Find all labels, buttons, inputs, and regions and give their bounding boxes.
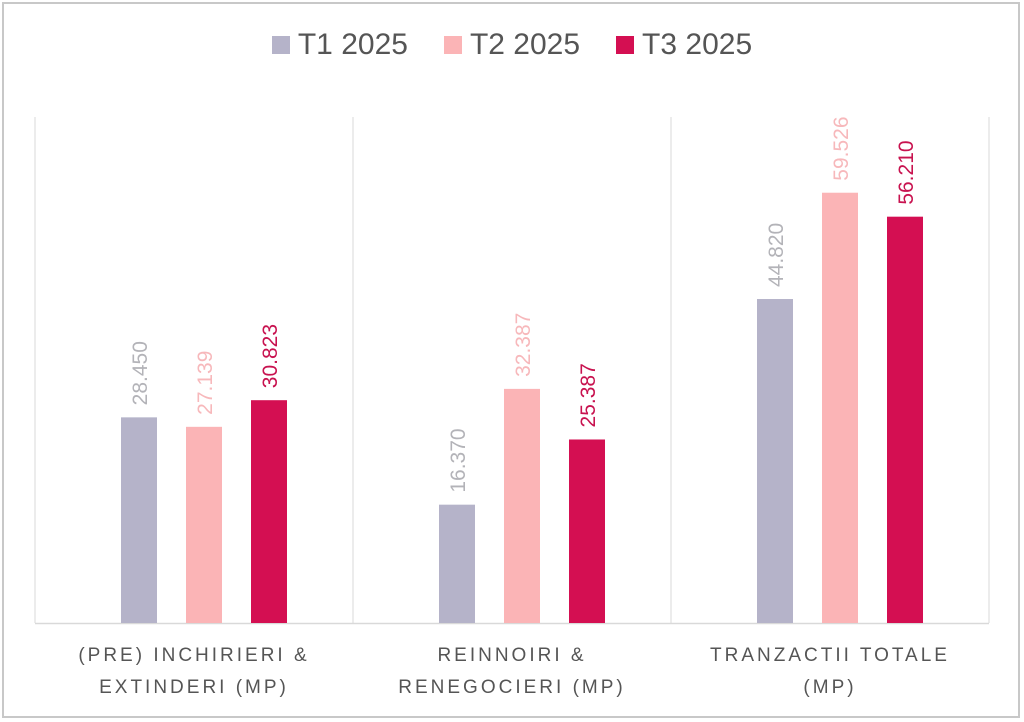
data-label: 32.387 — [512, 313, 535, 377]
bar-t2-2025 — [822, 192, 858, 624]
legend-item-t1: T1 2025 — [271, 28, 408, 62]
bar-t3-2025 — [251, 400, 287, 623]
legend-label-t1: T1 2025 — [297, 28, 408, 61]
legend-swatch-t3 — [616, 36, 635, 54]
data-label: 28.450 — [129, 341, 152, 405]
legend-swatch-t2 — [443, 36, 462, 54]
category-label: TRANZACTII TOTALE (MP) — [710, 645, 950, 698]
legend-item-t3: T3 2025 — [616, 28, 752, 62]
bar-t2-2025 — [504, 388, 540, 623]
legend-label-t3: T3 2025 — [642, 28, 753, 61]
data-label: 25.387 — [577, 363, 600, 427]
bar-t1-2025 — [121, 417, 157, 623]
data-label: 44.820 — [765, 223, 788, 287]
bar-t1-2025 — [757, 299, 793, 623]
category-label: REINNOIRI & RENEGOCIERI (MP) — [398, 645, 626, 698]
bar-t3-2025 — [569, 439, 605, 623]
legend-label-t2: T2 2025 — [469, 28, 581, 61]
legend-swatch-t1 — [271, 36, 290, 54]
data-label: 30.823 — [259, 324, 282, 388]
data-label: 27.139 — [194, 351, 217, 415]
bar-t3-2025 — [887, 216, 923, 623]
bar-t2-2025 — [186, 426, 222, 623]
legend-item-t2: T2 2025 — [443, 28, 581, 62]
data-label: 56.210 — [895, 140, 918, 204]
legend: T1 2025 T2 2025 T3 2025 — [0, 28, 1024, 62]
data-label: 59.526 — [830, 116, 853, 180]
data-label: 16.370 — [447, 428, 470, 492]
category-label: (PRE) INCHIRIERI & EXTINDERI (MP) — [78, 645, 310, 698]
bar-t1-2025 — [439, 504, 475, 623]
